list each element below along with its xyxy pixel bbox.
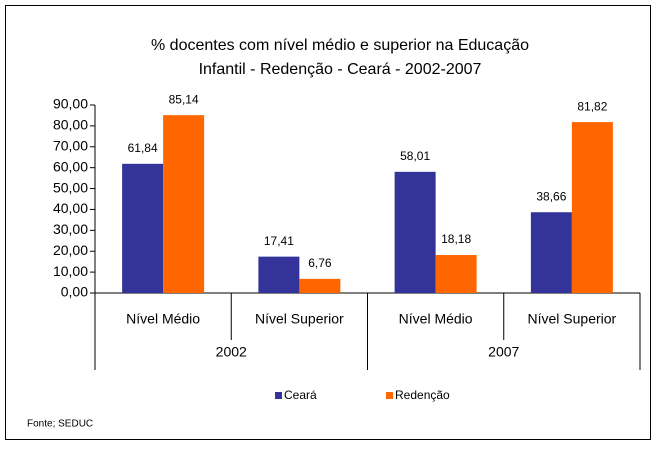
legend-label: Ceará xyxy=(284,388,317,402)
value-label: 61,84 xyxy=(128,141,158,155)
x-tick-label: Nível Médio xyxy=(126,311,200,327)
bar xyxy=(394,171,436,293)
source-note: Fonte; SEDUC xyxy=(27,419,93,430)
bar xyxy=(122,163,164,293)
chart-title: Infantil - Redenção - Ceará - 2002-2007 xyxy=(199,61,482,78)
value-label: 18,18 xyxy=(441,232,471,246)
bar xyxy=(571,122,613,293)
y-tick-label: 80,00 xyxy=(53,117,88,133)
group-label: 2002 xyxy=(216,344,247,360)
x-tick-label: Nível Superior xyxy=(528,311,617,327)
y-tick-label: 0,00 xyxy=(61,284,88,300)
value-label: 58,01 xyxy=(400,149,430,163)
bar xyxy=(258,256,300,293)
legend-swatch xyxy=(386,392,393,399)
group-label: 2007 xyxy=(488,344,519,360)
bar xyxy=(299,278,341,293)
y-tick-label: 20,00 xyxy=(53,242,88,258)
bar xyxy=(435,255,477,293)
x-tick-label: Nível Superior xyxy=(255,311,344,327)
y-tick-label: 60,00 xyxy=(53,158,88,174)
y-tick-label: 70,00 xyxy=(53,137,88,153)
legend-swatch xyxy=(275,392,282,399)
y-tick-label: 30,00 xyxy=(53,221,88,237)
value-label: 17,41 xyxy=(264,234,294,248)
y-tick-label: 40,00 xyxy=(53,200,88,216)
y-tick-label: 10,00 xyxy=(53,263,88,279)
bar xyxy=(530,212,572,293)
legend-label: Redenção xyxy=(395,388,450,402)
y-tick-label: 50,00 xyxy=(53,179,88,195)
value-label: 38,66 xyxy=(536,189,566,203)
y-tick-label: 90,00 xyxy=(53,96,88,112)
x-tick-label: Nível Médio xyxy=(399,311,473,327)
bar xyxy=(163,115,205,293)
value-label: 85,14 xyxy=(169,92,199,106)
value-label: 81,82 xyxy=(577,99,607,113)
value-label: 6,76 xyxy=(308,256,332,270)
chart-title: % docentes com nível médio e superior na… xyxy=(151,37,529,54)
